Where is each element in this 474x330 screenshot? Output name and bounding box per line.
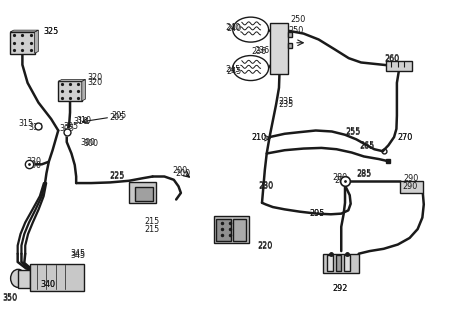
Text: 325: 325 xyxy=(44,27,59,36)
Text: 210: 210 xyxy=(251,133,266,142)
Bar xyxy=(216,218,231,241)
Text: 310: 310 xyxy=(77,116,91,125)
Text: 340: 340 xyxy=(40,280,55,289)
Bar xyxy=(344,255,350,271)
Text: 200: 200 xyxy=(173,166,188,176)
Text: 265: 265 xyxy=(360,142,375,150)
Text: 345: 345 xyxy=(71,248,86,258)
Text: 210: 210 xyxy=(251,133,266,142)
Text: 270: 270 xyxy=(397,133,412,142)
Text: 236: 236 xyxy=(255,46,270,55)
Bar xyxy=(288,44,292,48)
Text: 220: 220 xyxy=(257,242,273,251)
Text: 235: 235 xyxy=(278,100,293,109)
Text: 330: 330 xyxy=(26,160,41,170)
Text: 315: 315 xyxy=(28,123,43,132)
Text: 240: 240 xyxy=(225,23,240,32)
Text: 280: 280 xyxy=(335,176,350,185)
Text: 305: 305 xyxy=(59,124,74,133)
Text: 345: 345 xyxy=(71,251,86,260)
Bar xyxy=(327,255,333,271)
Text: 225: 225 xyxy=(109,172,125,181)
Bar xyxy=(271,23,288,74)
Text: 300: 300 xyxy=(80,138,95,147)
Text: 290: 290 xyxy=(403,174,419,182)
Polygon shape xyxy=(10,30,38,32)
Polygon shape xyxy=(35,30,38,53)
Text: 250: 250 xyxy=(289,26,304,35)
Text: 292: 292 xyxy=(333,284,348,293)
FancyBboxPatch shape xyxy=(9,32,35,53)
Bar xyxy=(30,264,84,290)
Text: 200: 200 xyxy=(176,169,191,178)
Text: 295: 295 xyxy=(309,209,324,218)
Text: 325: 325 xyxy=(44,27,59,36)
Bar xyxy=(135,187,153,201)
Text: 320: 320 xyxy=(88,78,102,87)
Text: 290: 290 xyxy=(402,182,417,191)
Text: 240: 240 xyxy=(226,24,241,33)
Bar xyxy=(129,182,156,203)
Text: 292: 292 xyxy=(333,284,348,293)
Text: 236: 236 xyxy=(251,47,266,56)
Text: 255: 255 xyxy=(346,128,361,137)
Text: 215: 215 xyxy=(144,217,159,226)
Text: 330: 330 xyxy=(26,156,41,166)
Text: 205: 205 xyxy=(109,113,125,122)
Text: 230: 230 xyxy=(258,181,273,190)
Text: 350: 350 xyxy=(2,294,18,303)
Bar xyxy=(323,254,359,273)
Text: 205: 205 xyxy=(111,111,126,120)
Bar xyxy=(400,181,423,193)
Polygon shape xyxy=(58,80,85,81)
Text: 340: 340 xyxy=(40,280,55,289)
Bar xyxy=(214,216,249,243)
Circle shape xyxy=(233,55,269,81)
Polygon shape xyxy=(82,80,85,101)
Text: 280: 280 xyxy=(333,173,348,182)
Text: 255: 255 xyxy=(346,127,361,136)
Circle shape xyxy=(233,17,269,42)
Ellipse shape xyxy=(10,269,26,287)
Text: 230: 230 xyxy=(258,182,273,191)
Text: 225: 225 xyxy=(109,171,125,180)
Text: 320: 320 xyxy=(88,73,102,82)
FancyBboxPatch shape xyxy=(58,81,82,101)
Text: 285: 285 xyxy=(356,170,372,179)
Text: 285: 285 xyxy=(356,169,372,178)
Bar xyxy=(18,270,30,288)
Bar xyxy=(336,255,341,271)
Bar xyxy=(386,60,412,71)
Text: 220: 220 xyxy=(257,241,273,250)
Text: 245: 245 xyxy=(226,67,241,76)
Bar xyxy=(233,218,246,241)
Text: 235: 235 xyxy=(278,97,293,106)
Text: 315: 315 xyxy=(18,119,34,128)
Text: 305: 305 xyxy=(64,122,79,131)
Text: 270: 270 xyxy=(398,133,413,142)
Text: 265: 265 xyxy=(360,143,375,151)
Text: 245: 245 xyxy=(225,65,240,74)
Text: 295: 295 xyxy=(309,209,324,218)
Text: 350: 350 xyxy=(2,293,18,302)
Text: 310: 310 xyxy=(73,117,88,126)
Text: 260: 260 xyxy=(384,54,400,63)
Bar xyxy=(288,32,292,37)
Text: 260: 260 xyxy=(384,55,400,64)
Text: 250: 250 xyxy=(290,15,305,24)
Text: 215: 215 xyxy=(144,225,159,234)
Text: 300: 300 xyxy=(84,139,99,148)
